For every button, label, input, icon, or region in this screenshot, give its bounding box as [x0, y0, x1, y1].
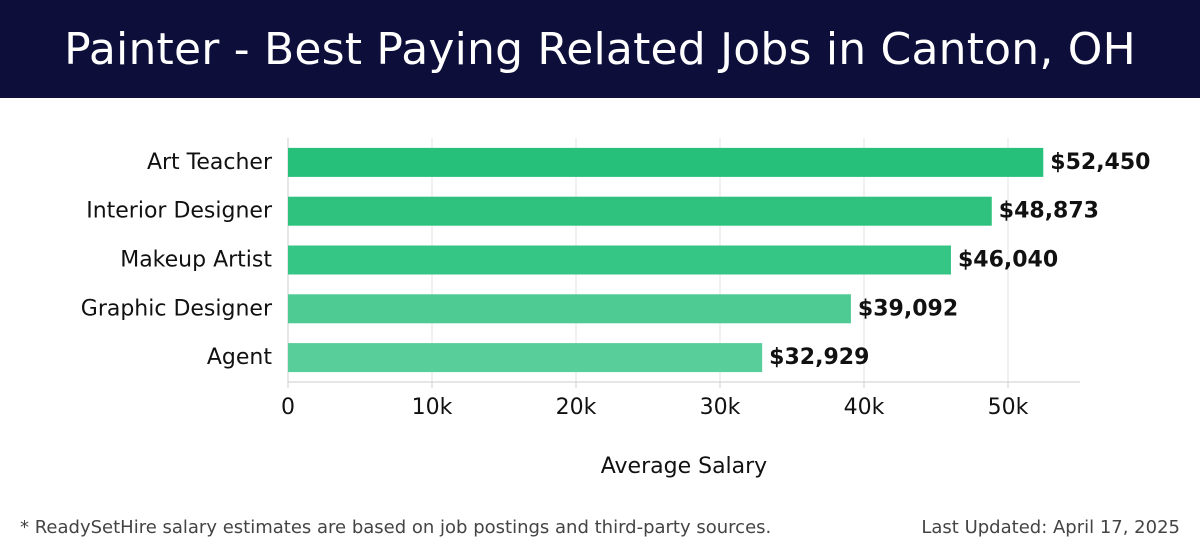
salary-bar-chart: Art Teacher $52,450 Interior Designer $48,8… — [81, 138, 1150, 479]
category-label-3: Graphic Designer — [81, 296, 273, 321]
category-label-1: Interior Designer — [86, 199, 273, 224]
chart-header: Painter - Best Paying Related Jobs in Ca… — [0, 0, 1200, 98]
bar-0 — [288, 147, 1044, 177]
x-axis-title: Average Salary — [601, 454, 767, 479]
bar-4 — [288, 343, 763, 373]
chart-title: Painter - Best Paying Related Jobs in Ca… — [64, 23, 1136, 75]
x-tick-label-0: 0 — [281, 395, 295, 420]
x-tick-label-5: 50k — [988, 395, 1029, 420]
last-updated: Last Updated: April 17, 2025 — [921, 517, 1180, 538]
category-label-4: Agent — [207, 345, 272, 370]
value-label-1: $48,873 — [999, 199, 1099, 224]
value-label-3: $39,092 — [858, 296, 958, 321]
footnote: * ReadySetHire salary estimates are base… — [20, 517, 772, 538]
x-tick-label-1: 10k — [412, 395, 453, 420]
x-tick-label-4: 40k — [844, 395, 885, 420]
bar-3 — [288, 294, 851, 324]
x-tick-label-2: 20k — [556, 395, 597, 420]
category-label-0: Art Teacher — [147, 150, 273, 175]
bar-2 — [288, 245, 951, 275]
value-label-0: $52,450 — [1050, 150, 1150, 175]
x-tick-label-3: 30k — [700, 395, 741, 420]
category-label-2: Makeup Artist — [120, 248, 272, 273]
value-label-2: $46,040 — [958, 248, 1058, 273]
bar-1 — [288, 196, 992, 226]
value-label-4: $32,929 — [769, 345, 869, 370]
